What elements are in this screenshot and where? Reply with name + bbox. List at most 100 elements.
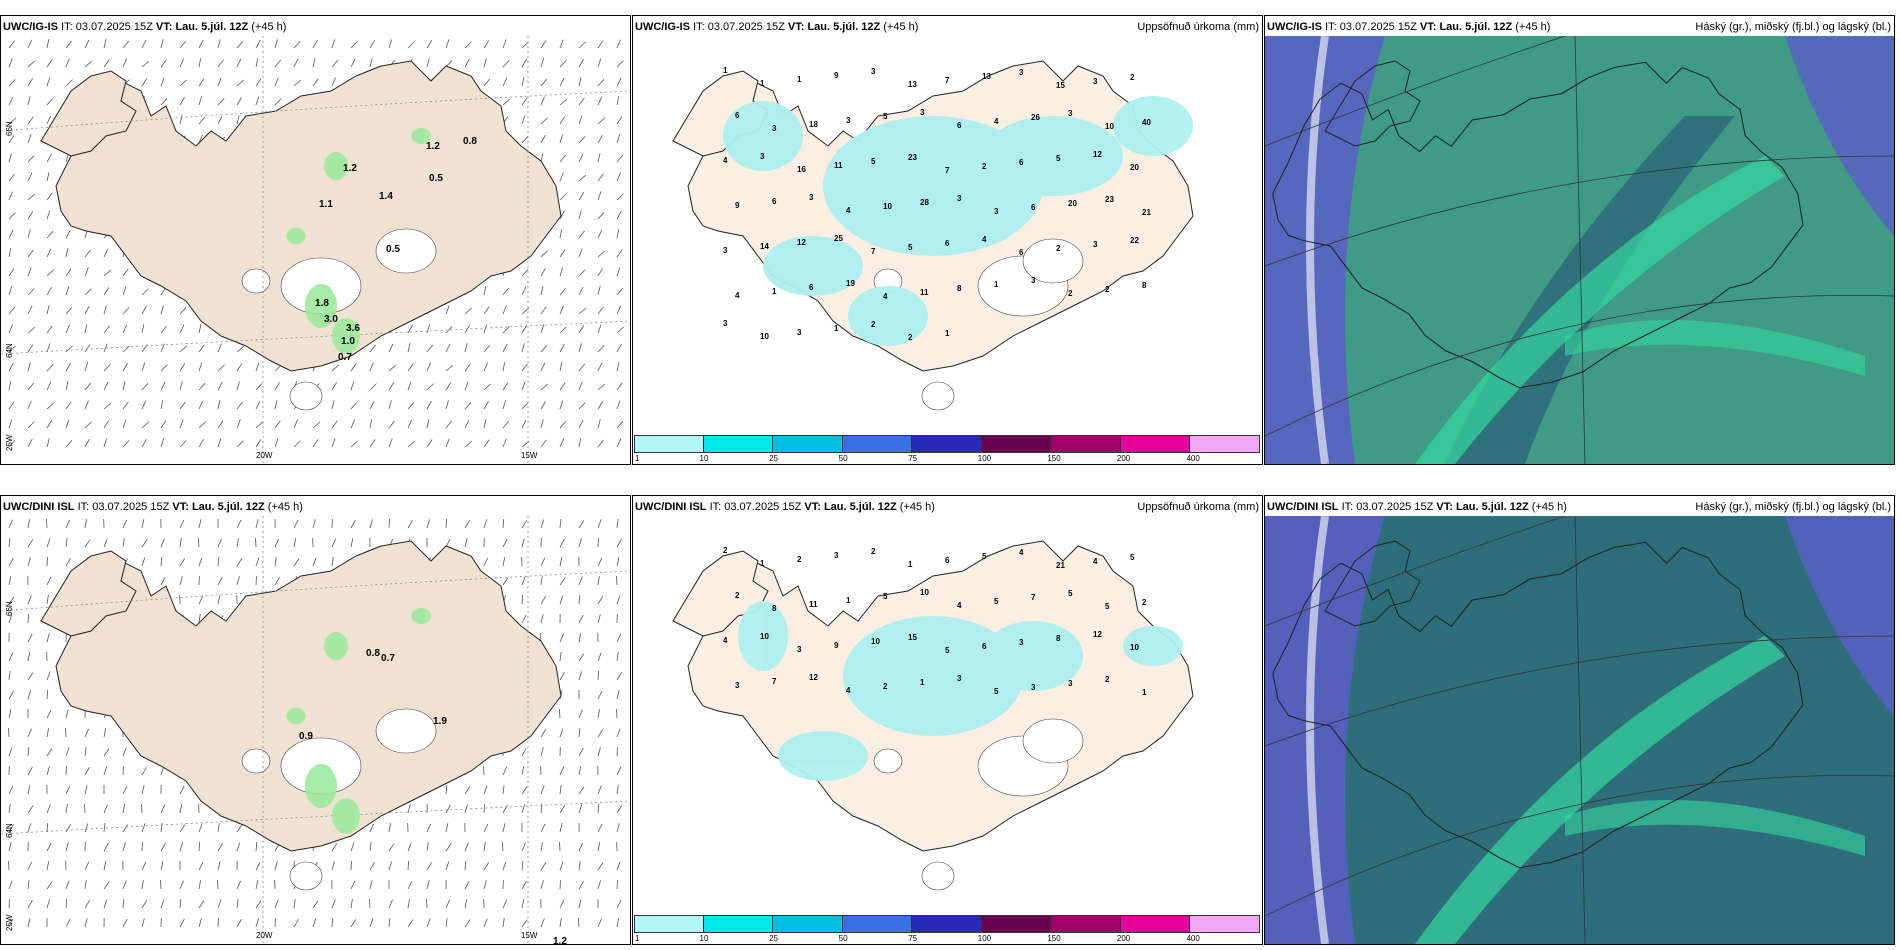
wind-barb xyxy=(103,804,108,814)
wind-barb xyxy=(331,382,337,391)
high-cloud-streak xyxy=(1565,320,1865,376)
high-cloud-band xyxy=(1415,156,1785,464)
wind-barb xyxy=(46,269,54,277)
wind-barb xyxy=(217,381,223,391)
wind-barb xyxy=(46,842,52,852)
wind-barb xyxy=(426,918,431,928)
wind-barb xyxy=(46,748,53,757)
wind-barb xyxy=(27,249,34,258)
colorbar-cell xyxy=(703,915,774,933)
wind-barb xyxy=(122,898,125,909)
wind-barb xyxy=(540,250,548,258)
wind-barb xyxy=(578,77,582,87)
wind-barb xyxy=(103,287,110,296)
glacier xyxy=(921,381,955,411)
wind-barb xyxy=(331,557,334,567)
wind-barb xyxy=(27,344,34,353)
wind-barb xyxy=(65,918,71,928)
wind-barb xyxy=(540,383,548,391)
wind-barb xyxy=(578,153,584,163)
wind-barb xyxy=(236,97,242,106)
precip-areas xyxy=(738,601,1183,781)
wind-barb xyxy=(27,421,35,429)
wind-barb xyxy=(198,96,203,106)
wind-barb xyxy=(312,519,316,529)
wind-barb xyxy=(331,438,336,448)
wind-barb xyxy=(616,154,624,163)
wind-barb xyxy=(578,728,581,738)
wind-barb xyxy=(8,40,15,49)
wind-barb xyxy=(331,843,338,852)
wind-barb xyxy=(179,576,183,586)
wind-barb xyxy=(616,134,621,144)
accumulated-precip-label: 2 xyxy=(723,546,728,555)
wind-barb xyxy=(464,363,471,372)
wind-barb xyxy=(445,420,452,429)
wind-barb xyxy=(578,192,585,201)
wind-barb xyxy=(369,383,377,391)
wind-barb xyxy=(483,324,488,334)
westfjords-land xyxy=(40,70,137,157)
wind-barb xyxy=(540,880,544,890)
wind-barb xyxy=(464,419,470,429)
wind-barb xyxy=(540,439,547,448)
wind-barb xyxy=(217,39,221,49)
wind-barb xyxy=(198,134,203,144)
wind-barb xyxy=(46,420,53,429)
colorbar-cell xyxy=(634,915,704,933)
precip-spot xyxy=(286,228,306,244)
accumulated-precip-label: 3 xyxy=(834,551,839,560)
wind-barb xyxy=(27,267,32,277)
wind-barb xyxy=(8,824,14,833)
precip-spot xyxy=(411,128,431,144)
accumulated-precip-label: 4 xyxy=(1019,548,1024,557)
wind-barb xyxy=(578,210,582,220)
wind-barb xyxy=(445,39,450,49)
wind-barb xyxy=(198,324,202,334)
precip-map-svg xyxy=(672,540,1194,891)
wind-barb xyxy=(483,383,491,391)
wind-barb xyxy=(597,918,602,928)
cloud-map xyxy=(1265,516,1894,944)
wind-barb xyxy=(597,880,602,890)
wind-barb xyxy=(217,438,222,448)
wind-barb xyxy=(84,267,89,277)
wind-barb xyxy=(464,842,469,852)
wind-barb xyxy=(578,766,582,776)
wind-barb xyxy=(464,307,472,315)
wind-barb xyxy=(179,842,184,852)
wind-barb xyxy=(559,116,566,125)
wind-barb xyxy=(27,785,31,795)
wind-barb xyxy=(426,400,432,410)
wind-barb xyxy=(578,438,582,448)
accumulated-precip-label: 12 xyxy=(797,238,806,247)
wind-barb xyxy=(236,880,242,890)
wind-barb xyxy=(502,518,505,529)
wind-barb xyxy=(236,842,241,852)
wind-barb xyxy=(407,804,411,814)
wind-barb xyxy=(578,842,584,852)
wind-barb xyxy=(160,305,164,315)
wind-barb xyxy=(369,419,373,429)
accumulated-precip-label: 3 xyxy=(760,152,765,161)
colorbar-cell xyxy=(1051,915,1121,933)
parallel-66n xyxy=(1,90,630,132)
wind-barb xyxy=(521,115,526,125)
wind-barb xyxy=(8,212,16,220)
wind-barb xyxy=(407,325,413,334)
cloud-layers xyxy=(1265,516,1894,944)
precip-spots xyxy=(286,608,431,834)
wind-barb xyxy=(540,268,546,277)
panel-header: UWC/DINI ISL IT: 03.07.2025 15Z VT: Lau.… xyxy=(1267,501,1567,513)
wind-barb xyxy=(445,861,450,871)
low-cloud-ne xyxy=(1785,516,1894,716)
init-time: 03.07.2025 15Z xyxy=(75,21,153,33)
precip-spot xyxy=(332,798,360,834)
wind-barb xyxy=(540,785,545,795)
wind-barb xyxy=(141,421,149,429)
wind-barb xyxy=(616,519,619,529)
wind-barb xyxy=(84,60,93,68)
wind-barb xyxy=(331,400,335,410)
wind-barb xyxy=(521,402,529,410)
wind-barb xyxy=(141,39,147,49)
